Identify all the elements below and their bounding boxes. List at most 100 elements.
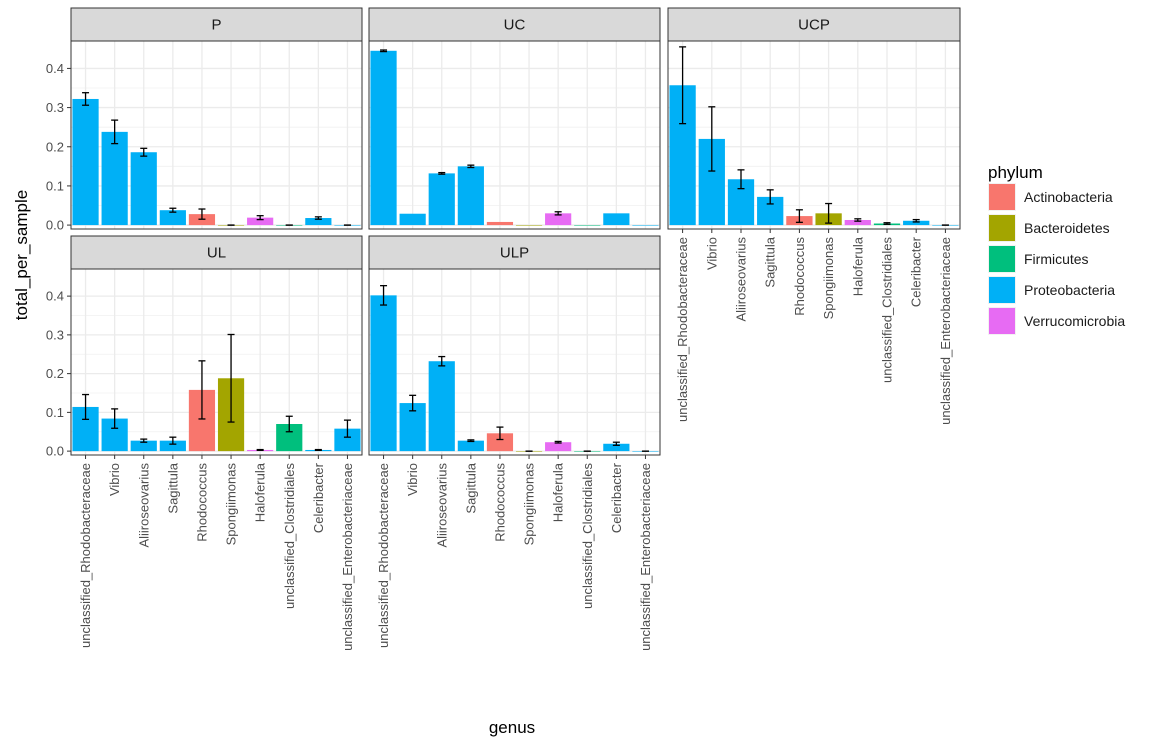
x-tick-label: unclassified_Enterobacteriaceae <box>340 463 355 651</box>
y-axis-title: total_per_sample <box>12 190 31 320</box>
error-bar-UCP-unclassified_Rhodobacteraceae <box>679 46 687 125</box>
strip-UL <box>70 235 363 270</box>
x-tick-label: Spongiimonas <box>224 463 239 546</box>
panel-background <box>369 41 660 229</box>
legend-label: Bacteroidetes <box>1024 220 1110 236</box>
bar-UC-Rhodococcus <box>486 221 514 226</box>
panel-P: P 0.0 0.1 0.2 0.3 0.4 <box>46 7 363 233</box>
bar-UL-unclassified_Enterobacteriaceae <box>334 428 361 452</box>
legend-swatch <box>989 308 1015 334</box>
error-bar-ULP-Haloferula <box>554 440 562 444</box>
y-tick-label: 0.0 <box>46 444 64 459</box>
error-bar-P-Vibrio <box>111 119 119 145</box>
error-bar-UCP-Spongiimonas <box>825 202 833 224</box>
bar-UCP-Haloferula <box>844 219 871 226</box>
legend: phylum Actinobacteria Bacteroidetes Firmic… <box>988 163 1125 335</box>
error-bar-UCP-Celeribacter <box>912 218 920 223</box>
y-tick-label: 0.2 <box>46 139 64 154</box>
strip-UC <box>368 7 661 42</box>
bar-P-unclassified_Rhodobacteraceae <box>72 98 99 226</box>
error-bar-UC-Sagittula <box>467 164 475 169</box>
error-bar-UCP-Sagittula <box>766 189 774 205</box>
error-bar-UCP-Aliiroseovarius <box>737 169 745 190</box>
legend-item-Firmicutes: Firmicutes <box>988 245 1089 273</box>
strip-label: UCP <box>798 17 830 34</box>
legend-label: Firmicutes <box>1024 251 1089 267</box>
legend-item-Proteobacteria: Proteobacteria <box>988 276 1115 304</box>
legend-item-Verrucomicrobia: Verrucomicrobia <box>988 307 1125 335</box>
error-bar-P-Sagittula <box>169 207 177 213</box>
bar-ULP-Aliiroseovarius <box>428 361 455 452</box>
x-tick-label: unclassified_Rhodobacteraceae <box>376 463 391 648</box>
panel-border <box>70 40 363 230</box>
error-bar-UL-Spongiimonas <box>227 333 235 423</box>
error-bar-P-Rhodococcus <box>198 208 206 220</box>
x-tick-label: Haloferula <box>850 236 865 296</box>
x-tick-label: Vibrio <box>107 463 122 496</box>
legend-label: Proteobacteria <box>1024 282 1115 298</box>
strip-label: P <box>211 17 221 34</box>
y-tick-label: 0.1 <box>46 178 64 193</box>
bar-UC-Haloferula <box>545 213 572 226</box>
x-tick-label: unclassified_Enterobacteriaceae <box>938 237 953 425</box>
error-bar-ULP-Rhodococcus <box>496 426 504 441</box>
error-bar-ULP-Sagittula <box>467 439 475 443</box>
bar-UC-unclassified_Clostridiales <box>574 225 601 226</box>
error-bar-P-unclassified_Rhodobacteraceae <box>82 92 90 106</box>
bar-ULP-unclassified_Rhodobacteraceae <box>370 295 397 452</box>
x-tick-label: Haloferula <box>551 462 566 522</box>
bar-UC-Sagittula <box>457 166 484 226</box>
bar-P-Haloferula <box>247 217 274 226</box>
bar-ULP-Rhodococcus <box>486 433 514 452</box>
x-tick-label: unclassified_Enterobacteriaceae <box>638 463 653 651</box>
bar-UC-Celeribacter <box>603 213 630 226</box>
error-bar-ULP-Aliiroseovarius <box>438 355 446 367</box>
panel-border <box>368 40 661 230</box>
strip-label: UC <box>504 17 526 34</box>
x-tick-label: unclassified_Clostridiales <box>282 463 297 609</box>
legend-label: Verrucomicrobia <box>1024 313 1125 329</box>
error-bar-P-Celeribacter <box>314 216 322 220</box>
y-tick-label: 0.4 <box>46 289 64 304</box>
legend-swatch <box>989 277 1015 303</box>
legend-swatch <box>989 184 1015 210</box>
error-bar-ULP-unclassified_Rhodobacteraceae <box>380 285 388 306</box>
bar-UC-Spongiimonas <box>515 225 543 226</box>
bar-P-Celeribacter <box>305 218 332 226</box>
panel-UC: UC <box>368 7 661 230</box>
legend-item-Actinobacteria: Actinobacteria <box>988 183 1113 211</box>
y-tick-label: 0.1 <box>46 405 64 420</box>
panel-UL: UL 0.0 0.1 0.2 0.3 0.4 unclassified_Rhodobacte… <box>46 235 363 651</box>
panel-border <box>70 268 363 456</box>
x-tick-label: Celeribacter <box>909 236 924 307</box>
x-tick-label: Celeribacter <box>311 462 326 533</box>
x-tick-label: Celeribacter <box>609 462 624 533</box>
x-tick-label: Aliiroseovarius <box>734 237 749 322</box>
error-bar-UC-unclassified_Rhodobacteraceae <box>380 49 388 53</box>
x-tick-label: unclassified_Clostridiales <box>880 237 895 383</box>
x-tick-label: Sagittula <box>165 462 180 513</box>
error-bar-UL-Sagittula <box>169 436 177 445</box>
legend-label: Actinobacteria <box>1024 189 1113 205</box>
x-tick-label: Spongiimonas <box>821 237 836 320</box>
error-bar-UCP-Vibrio <box>708 106 716 172</box>
error-bar-UL-unclassified_Enterobacteriaceae <box>343 419 351 438</box>
y-tick-label: 0.2 <box>46 366 64 381</box>
y-tick-label: 0.3 <box>46 100 64 115</box>
strip-P <box>70 7 363 42</box>
strip-UCP <box>667 7 961 42</box>
bar-UC-Aliiroseovarius <box>428 173 455 226</box>
x-tick-label: unclassified_Rhodobacteraceae <box>78 463 93 648</box>
legend-item-Bacteroidetes: Bacteroidetes <box>988 214 1110 242</box>
x-axis-title: genus <box>489 718 535 737</box>
x-tick-label: unclassified_Clostridiales <box>580 463 595 609</box>
y-tick-label: 0.3 <box>46 327 64 342</box>
error-bar-UCP-Haloferula <box>854 218 862 222</box>
error-bar-ULP-Vibrio <box>409 394 417 412</box>
bar-ULP-Sagittula <box>457 440 484 452</box>
panel-UCP: UCP unclassified_Rhodobacteraceae Vibrio Al… <box>667 7 961 425</box>
x-tick-label: Aliiroseovarius <box>136 463 151 548</box>
y-tick-label: 0.0 <box>46 218 64 233</box>
x-tick-label: Haloferula <box>253 462 268 522</box>
